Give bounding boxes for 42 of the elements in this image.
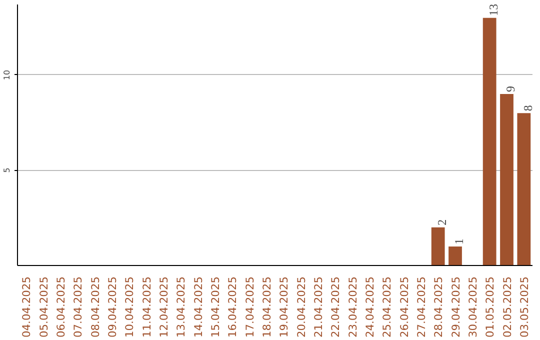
data-label: 8 [520,105,535,112]
x-tick-label: 04.04.2025 [20,276,34,338]
bar [517,113,531,266]
x-tick-label: 23.04.2025 [346,276,360,338]
x-tick-label: 18.04.2025 [260,276,274,338]
x-tick-label: 29.04.2025 [449,276,462,338]
x-tick-label: 12.04.2025 [157,276,170,338]
data-label: 2 [435,219,450,226]
bar [431,227,445,266]
x-tick-label: 20.04.2025 [294,276,308,338]
x-tick-label: 17.04.2025 [243,276,256,338]
x-tick-label: 13.04.2025 [174,276,188,338]
x-tick-label: 24.04.2025 [363,276,376,338]
x-tick-label: 09.04.2025 [106,276,119,338]
x-tick-label: 25.04.2025 [380,276,394,338]
x-tick-label: 15.04.2025 [208,276,222,338]
bar [500,94,514,266]
x-tick-label: 22.04.2025 [329,276,342,338]
data-label: 9 [504,86,518,92]
y-tick-label: 10 [2,70,12,80]
x-tick-label: 21.04.2025 [312,276,325,338]
x-tick-label: 06.04.2025 [54,276,68,338]
x-tick-label: 19.04.2025 [278,276,291,338]
x-tick-label: 07.04.2025 [72,276,85,338]
x-tick-label: 10.04.2025 [123,276,136,338]
bar [448,246,462,266]
x-tick-label: 30.04.2025 [466,276,480,338]
x-tick-label: 01.05.2025 [484,276,497,338]
x-tick-label: 27.04.2025 [414,276,428,338]
y-tick-label: 5 [2,168,12,173]
x-tick-label: 26.04.2025 [398,276,411,338]
x-tick-label: 08.04.2025 [88,276,102,338]
x-tick-label: 16.04.2025 [226,276,240,338]
x-tick-label: 28.04.2025 [432,276,446,338]
data-label: 13 [486,4,501,16]
data-label: 1 [452,238,466,244]
x-tick-label: 14.04.2025 [192,276,205,338]
x-tick-label: 05.04.2025 [37,276,50,338]
x-tick-label: 03.05.2025 [518,276,531,338]
bar [482,18,496,266]
x-tick-label: 02.05.2025 [500,276,514,338]
x-tick-label: 11.04.2025 [140,276,154,338]
